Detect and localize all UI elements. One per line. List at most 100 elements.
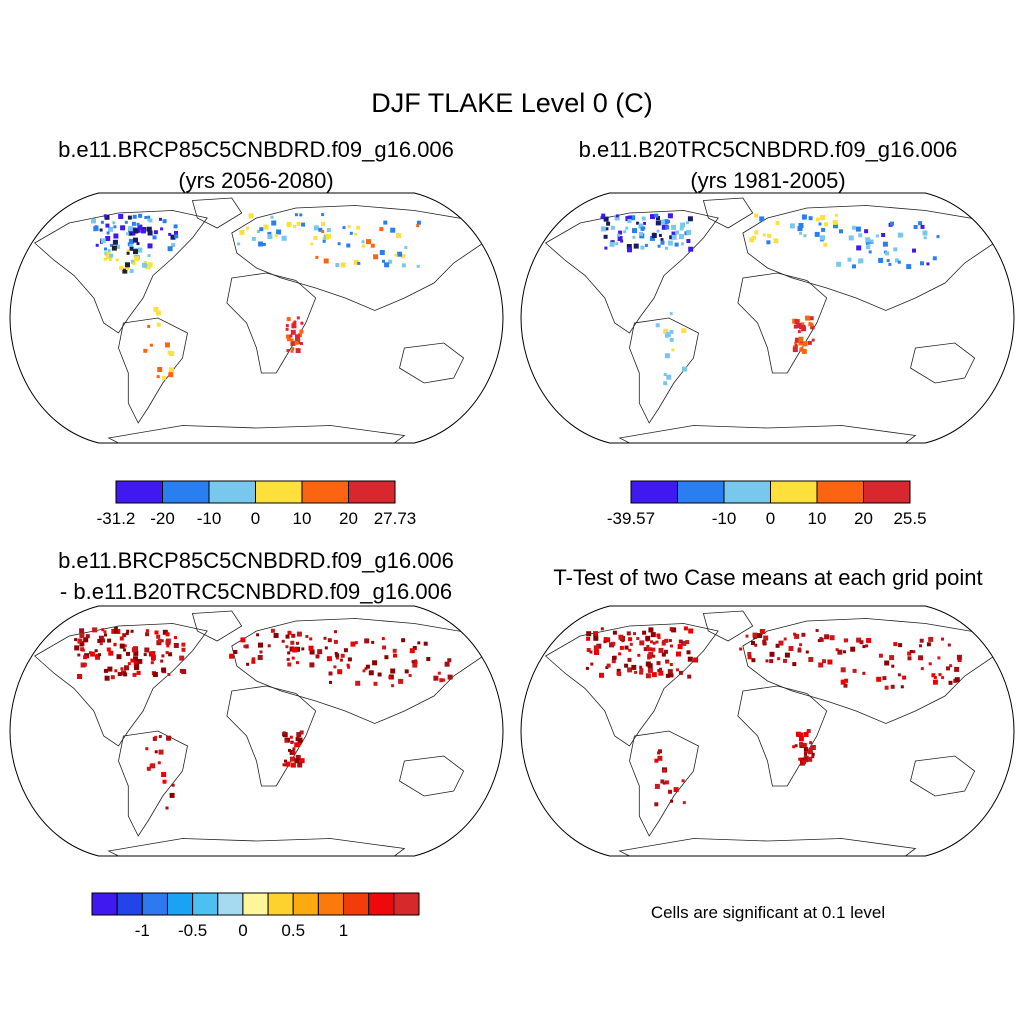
lake-cell (651, 647, 656, 652)
panel-2-title-line-2: (yrs 1981-2005) (690, 168, 846, 193)
lake-cell (800, 322, 805, 327)
lake-cell (122, 633, 127, 638)
lake-cell (77, 638, 83, 644)
lake-cell (149, 343, 153, 347)
lake-cell (671, 348, 675, 352)
lake-cell (647, 653, 653, 659)
lake-cell (676, 651, 681, 657)
lake-cell (305, 635, 309, 638)
lake-cell (844, 678, 849, 683)
lake-cell (627, 247, 632, 253)
lake-cell (657, 636, 661, 640)
lake-cell (648, 627, 654, 633)
south-america-coastline (118, 730, 188, 837)
lake-cell (666, 660, 670, 664)
lake-cell (948, 680, 953, 685)
lake-cell (913, 225, 918, 229)
lake-cell (604, 246, 608, 250)
lake-cell (664, 649, 668, 654)
lake-cell (110, 243, 114, 247)
lake-cell (626, 631, 631, 636)
lake-cell (154, 630, 159, 635)
lake-cell (103, 630, 107, 634)
lake-cell (603, 637, 608, 642)
map-border (520, 192, 1015, 444)
lake-cell (834, 213, 838, 217)
lake-cell (120, 225, 126, 231)
lake-cell (669, 663, 673, 666)
lake-cell (262, 243, 266, 246)
lake-cell (404, 246, 408, 250)
lake-cell (615, 214, 619, 218)
lake-cell (856, 245, 862, 251)
lake-cell (644, 243, 648, 247)
lake-cell (928, 636, 934, 642)
lake-cell (665, 780, 669, 785)
lake-cell (113, 642, 117, 646)
lake-cell (321, 222, 325, 227)
lake-cell (931, 673, 936, 678)
lake-cell (843, 638, 848, 643)
lake-cell (804, 752, 807, 756)
lake-cell (807, 756, 813, 762)
lake-cell (802, 341, 808, 347)
lake-cell (600, 226, 606, 232)
lake-cell (820, 215, 826, 220)
lake-cell (168, 367, 174, 373)
lake-cell (156, 634, 161, 639)
lake-cell (237, 242, 241, 246)
lake-cell (106, 254, 112, 260)
lake-cell (650, 632, 656, 638)
lake-cell (669, 337, 674, 342)
lake-cell (747, 651, 752, 656)
lake-cell (118, 214, 124, 219)
lake-cell (794, 337, 800, 343)
lake-cell (150, 655, 156, 660)
lake-cell (817, 639, 821, 643)
panel-4-title-line-1: T-Test of two Case means at each grid po… (553, 565, 983, 590)
lake-cell (666, 374, 672, 380)
lake-cell (920, 667, 924, 671)
lake-cell (615, 242, 619, 246)
lake-cell (168, 372, 174, 378)
lake-cell (108, 650, 114, 656)
lake-cell (290, 338, 294, 342)
lake-cell (641, 216, 646, 221)
lake-cell (158, 735, 162, 738)
lake-cell (294, 213, 298, 217)
lake-cell (884, 685, 889, 690)
lake-cell (130, 629, 134, 633)
lake-cell (822, 659, 826, 664)
lake-cell (343, 648, 348, 653)
lake-cell (657, 669, 661, 672)
lake-cell (156, 375, 160, 379)
lake-cell (628, 637, 633, 642)
lake-cell (157, 367, 163, 372)
lake-cell (146, 766, 151, 771)
lake-cell (123, 672, 128, 677)
lake-cell (125, 267, 129, 271)
map-panel-2 (520, 192, 1015, 444)
lake-cell (309, 662, 315, 668)
lake-cell (824, 634, 830, 640)
lake-cell (862, 645, 866, 649)
map-border (520, 605, 1015, 857)
lake-cell (442, 678, 446, 682)
lake-cell (133, 650, 139, 656)
lake-cell (109, 253, 114, 258)
lake-cell (126, 232, 130, 236)
lake-cell (665, 673, 670, 678)
lake-cell (632, 228, 637, 234)
lake-cell (918, 221, 923, 226)
lake-cell (832, 219, 838, 225)
lake-cell (289, 646, 295, 652)
panel-4-title: T-Test of two Case means at each grid po… (512, 562, 1024, 593)
lake-cell (660, 779, 665, 784)
lake-cell (337, 669, 343, 675)
lake-cell (596, 643, 602, 649)
lake-cell (665, 246, 668, 250)
lake-cell (371, 640, 375, 644)
lake-cell (660, 240, 665, 245)
lake-cell (678, 639, 683, 644)
lake-cell (932, 256, 937, 261)
